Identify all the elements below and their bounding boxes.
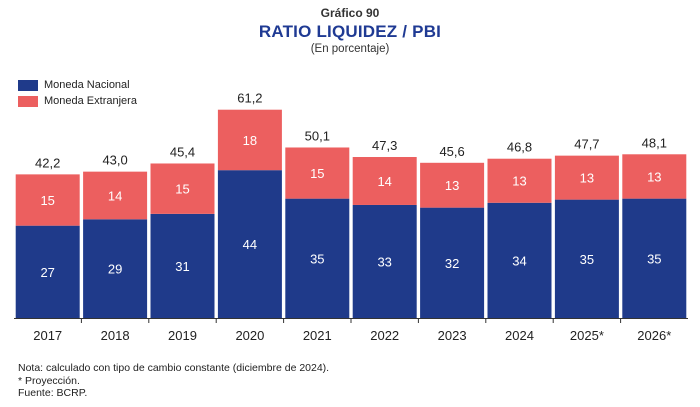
- data-label-moneda-nacional: 35: [310, 251, 324, 266]
- source-note: Fuente: BCRP.: [18, 387, 88, 399]
- bar-moneda-extranjera: [150, 163, 215, 214]
- data-label-total: 48,1: [642, 135, 667, 150]
- bar-moneda-extranjera: [554, 155, 619, 200]
- x-tick-label: 2020: [235, 328, 264, 343]
- bar-moneda-extranjera: [352, 157, 417, 205]
- projection-note: * Proyección.: [18, 374, 80, 387]
- data-label-total: 47,7: [574, 137, 599, 152]
- bar-moneda-extranjera: [285, 147, 350, 199]
- chart-legend: Moneda Nacional Moneda Extranjera: [18, 77, 137, 109]
- legend-label-moneda-nacional: Moneda Nacional: [44, 79, 130, 91]
- bar-moneda-extranjera: [83, 171, 148, 220]
- x-tick-label: 2021: [303, 328, 332, 343]
- data-label-total: 42,2: [35, 155, 60, 170]
- bar-moneda-extranjera: [15, 174, 80, 226]
- bar-moneda-nacional: [83, 219, 148, 318]
- bar-moneda-extranjera: [420, 162, 485, 208]
- legend-label-moneda-extranjera: Moneda Extranjera: [44, 95, 137, 107]
- bar-moneda-nacional: [285, 198, 350, 318]
- chart-title: RATIO LIQUIDEZ / PBI: [258, 22, 442, 41]
- data-label-moneda-extranjera: 18: [243, 133, 257, 148]
- bar-moneda-nacional: [15, 225, 80, 318]
- data-label-total: 45,4: [170, 144, 195, 159]
- data-label-moneda-nacional: 35: [580, 252, 594, 267]
- data-label-moneda-extranjera: 14: [377, 174, 391, 189]
- data-label-moneda-extranjera: 15: [310, 166, 324, 181]
- chart-kicker: Gráfico 90: [320, 6, 380, 20]
- bar-moneda-nacional: [622, 198, 687, 318]
- legend-item-moneda-nacional: Moneda Nacional: [18, 77, 137, 93]
- data-label-moneda-extranjera: 13: [647, 169, 661, 184]
- data-label-moneda-nacional: 33: [377, 254, 391, 269]
- bar-moneda-nacional: [487, 202, 552, 318]
- legend-swatch-moneda-extranjera: [18, 95, 38, 107]
- bar-moneda-extranjera: [217, 109, 282, 171]
- data-label-moneda-nacional: 27: [40, 265, 54, 280]
- legend-item-moneda-extranjera: Moneda Extranjera: [18, 93, 137, 109]
- data-label-moneda-extranjera: 13: [580, 171, 594, 186]
- legend-swatch-moneda-nacional: [18, 79, 38, 91]
- data-label-total: 61,2: [237, 91, 262, 106]
- x-tick-label: 2025*: [570, 328, 604, 343]
- data-label-moneda-extranjera: 15: [40, 193, 54, 208]
- chart-header: Gráfico 90 RATIO LIQUIDEZ / PBI (En porc…: [0, 6, 700, 56]
- data-label-total: 47,3: [372, 138, 397, 153]
- x-tick-label: 2024: [505, 328, 534, 343]
- bar-moneda-nacional: [217, 170, 282, 318]
- data-label-moneda-extranjera: 14: [108, 188, 122, 203]
- data-label-moneda-nacional: 44: [243, 237, 257, 252]
- data-label-total: 45,6: [439, 144, 464, 159]
- data-label-moneda-nacional: 29: [108, 262, 122, 277]
- x-tick-label: 2022: [370, 328, 399, 343]
- bar-moneda-extranjera: [487, 158, 552, 203]
- x-tick-label: 2017: [33, 328, 62, 343]
- data-label-moneda-nacional: 32: [445, 256, 459, 271]
- data-label-moneda-nacional: 35: [647, 251, 661, 266]
- x-tick-label: 2019: [168, 328, 197, 343]
- chart-subtitle: (En porcentaje): [310, 43, 390, 55]
- data-label-moneda-nacional: 34: [512, 253, 526, 268]
- data-label-moneda-extranjera: 13: [445, 178, 459, 193]
- bar-moneda-nacional: [554, 199, 619, 318]
- data-label-moneda-nacional: 31: [175, 259, 189, 274]
- bar-moneda-extranjera: [622, 154, 687, 199]
- data-label-moneda-extranjera: 13: [512, 174, 526, 189]
- data-label-moneda-extranjera: 15: [175, 182, 189, 197]
- data-label-total: 50,1: [305, 128, 330, 143]
- note-text: Nota: calculado con tipo de cambio const…: [18, 362, 330, 374]
- x-tick-label: 2023: [438, 328, 467, 343]
- x-tick-label: 2026*: [637, 328, 671, 343]
- chart-notes: Nota: calculado con tipo de cambio const…: [18, 362, 329, 400]
- bar-moneda-nacional: [150, 213, 215, 318]
- data-label-total: 43,0: [102, 153, 127, 168]
- x-tick-label: 2018: [101, 328, 130, 343]
- bar-moneda-nacional: [420, 207, 485, 318]
- data-label-total: 46,8: [507, 140, 532, 155]
- bar-moneda-nacional: [352, 204, 417, 318]
